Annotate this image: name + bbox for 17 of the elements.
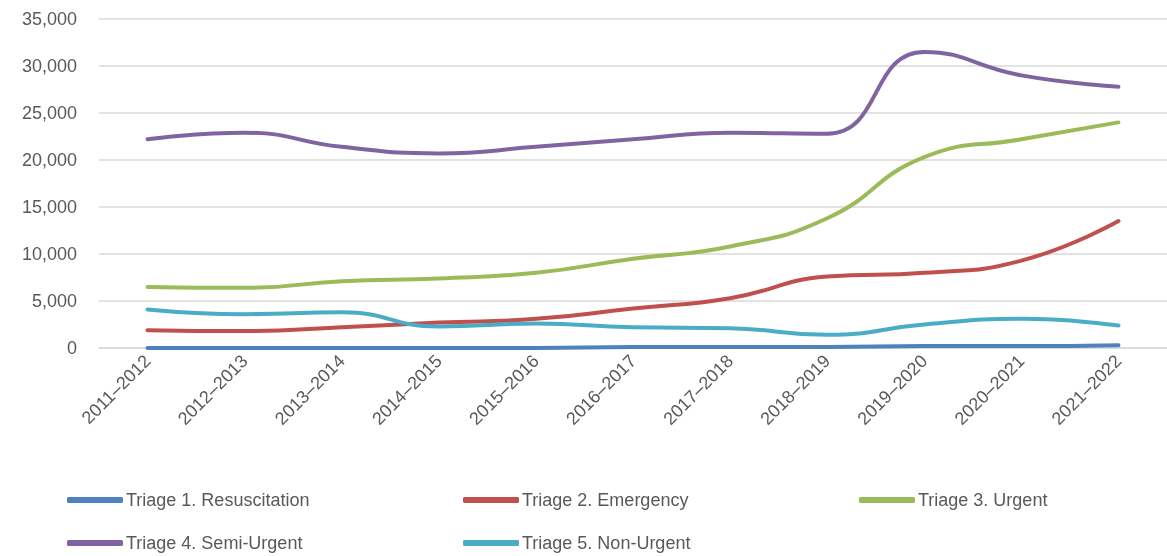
legend-label: Triage 4. Semi-Urgent: [126, 533, 303, 553]
line-series: [145, 120, 1121, 290]
legend-label: Triage 5. Non-Urgent: [522, 533, 691, 553]
y-tick-label: 20,000: [21, 150, 77, 170]
y-tick-label: 35,000: [21, 9, 77, 29]
y-tick-label: 10,000: [21, 244, 77, 264]
line-series: [145, 49, 1121, 156]
y-tick-label: 30,000: [21, 56, 77, 76]
y-tick-label: 0: [66, 338, 77, 358]
y-tick-label: 5,000: [31, 291, 77, 311]
line-series: [145, 307, 1121, 337]
y-tick-label: 25,000: [21, 103, 77, 123]
line-series: [145, 219, 1121, 334]
legend-label: Triage 3. Urgent: [918, 490, 1048, 510]
legend-label: Triage 1. Resuscitation: [126, 490, 310, 510]
y-tick-label: 15,000: [21, 197, 77, 217]
legend-label: Triage 2. Emergency: [522, 490, 689, 510]
